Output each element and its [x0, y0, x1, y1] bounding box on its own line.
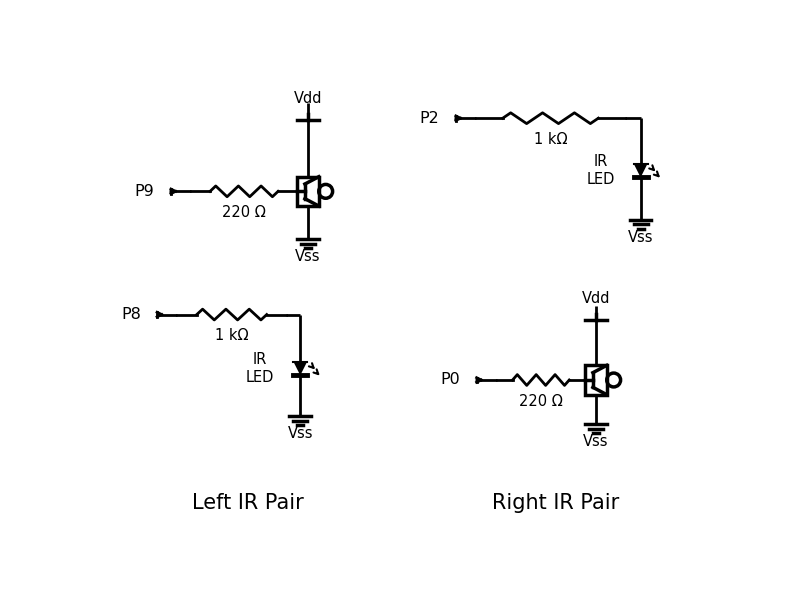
- Text: IR
LED: IR LED: [587, 154, 614, 187]
- Text: 1 kΩ: 1 kΩ: [215, 328, 249, 343]
- Text: P9: P9: [134, 184, 154, 199]
- Text: IR
LED: IR LED: [246, 352, 274, 385]
- Bar: [585, 365, 607, 395]
- Text: 1 kΩ: 1 kΩ: [534, 132, 567, 147]
- Text: P2: P2: [419, 110, 439, 125]
- Bar: [297, 177, 319, 206]
- Text: Vss: Vss: [295, 249, 320, 264]
- Text: Right IR Pair: Right IR Pair: [493, 493, 619, 513]
- Text: 220 Ω: 220 Ω: [519, 394, 563, 409]
- Text: Vdd: Vdd: [294, 91, 322, 106]
- Polygon shape: [634, 164, 647, 178]
- Text: Vss: Vss: [583, 434, 609, 449]
- Text: P8: P8: [122, 307, 142, 322]
- Text: 220 Ω: 220 Ω: [222, 205, 266, 220]
- Text: P0: P0: [440, 373, 460, 388]
- Text: Vdd: Vdd: [582, 291, 611, 306]
- Text: Vss: Vss: [288, 426, 313, 441]
- Text: Left IR Pair: Left IR Pair: [192, 493, 304, 513]
- Text: Vss: Vss: [628, 230, 654, 245]
- Polygon shape: [293, 362, 307, 376]
